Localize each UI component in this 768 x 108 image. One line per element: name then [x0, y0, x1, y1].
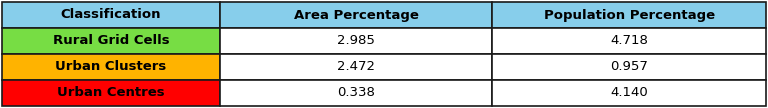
Bar — [2, 54, 220, 80]
Bar — [492, 80, 766, 106]
Text: Urban Clusters: Urban Clusters — [55, 60, 167, 74]
Bar — [2, 2, 220, 28]
Text: 4.140: 4.140 — [611, 87, 648, 99]
Text: 2.472: 2.472 — [337, 60, 375, 74]
Text: Rural Grid Cells: Rural Grid Cells — [52, 34, 169, 48]
Bar — [220, 2, 492, 28]
Bar — [220, 54, 492, 80]
Bar — [2, 28, 220, 54]
Bar — [220, 28, 492, 54]
Text: 4.718: 4.718 — [611, 34, 648, 48]
Bar — [2, 80, 220, 106]
Text: 2.985: 2.985 — [337, 34, 375, 48]
Text: Population Percentage: Population Percentage — [544, 9, 715, 21]
Text: Area Percentage: Area Percentage — [293, 9, 419, 21]
Bar — [492, 2, 766, 28]
Bar — [492, 54, 766, 80]
Text: 0.338: 0.338 — [337, 87, 375, 99]
Text: 0.957: 0.957 — [611, 60, 648, 74]
Bar — [492, 28, 766, 54]
Text: Classification: Classification — [61, 9, 161, 21]
Text: Urban Centres: Urban Centres — [57, 87, 164, 99]
Bar — [220, 80, 492, 106]
